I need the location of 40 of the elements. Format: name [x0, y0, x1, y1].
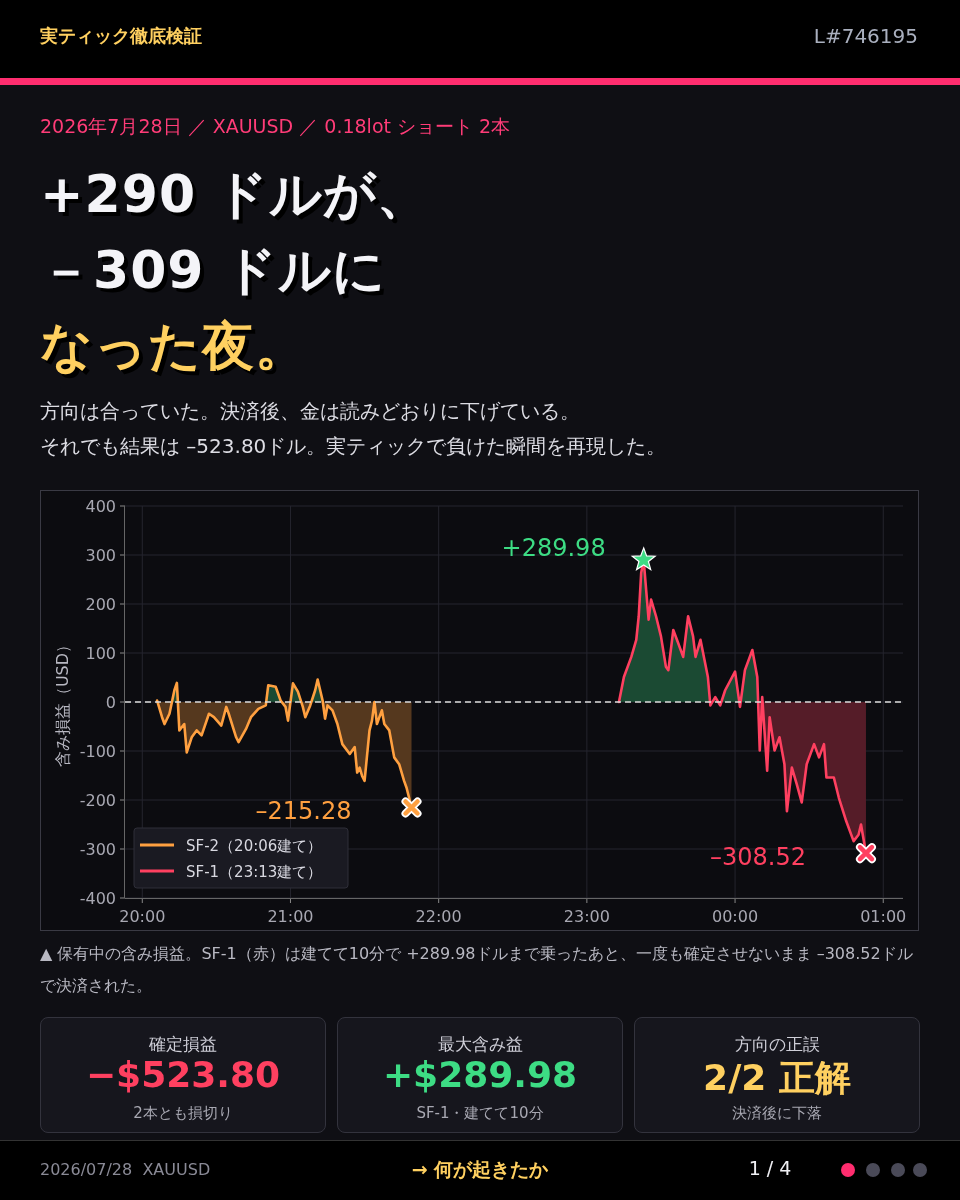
text: 2/2 正解: [702, 1056, 852, 1100]
y-tick-label: 100: [85, 644, 116, 663]
text: ▲ 保有中の含み損益。SF-1（赤）は建てて10分で +289.98ドルまで乗ったあと、一度も確定させないまま –308.52ドルで決済された。: [40, 943, 914, 997]
y-tick-label: -200: [79, 791, 116, 810]
text: L#746195: [813, 24, 918, 48]
legend-label: SF-1（23:13建て）: [186, 863, 323, 881]
text: 方向は合っていた。決済後、金は読みどおりに下げている。: [40, 398, 580, 425]
text: 実ティック徹底検証: [40, 24, 202, 48]
y-tick-label: 300: [85, 546, 116, 565]
x-tick-label: 00:00: [712, 907, 759, 926]
y-tick-label: 0: [105, 693, 116, 712]
y-tick-label: -100: [79, 742, 116, 761]
text: 最大含み益: [436, 1033, 524, 1056]
text: それでも結果は –523.80ドル。実ティックで負けた瞬間を再現した。: [40, 433, 667, 460]
y-tick-label: 400: [85, 497, 116, 516]
x-tick-label: 23:00: [563, 907, 610, 926]
text: 2本とも損切り: [132, 1104, 234, 1123]
text: 2026/07/28 XAUUSD: [40, 1160, 211, 1179]
text: → 何が起きたか: [410, 1157, 550, 1182]
text: 方向の正誤: [733, 1033, 821, 1056]
legend-label: SF-2（20:06建て）: [186, 837, 323, 855]
y-tick-label: -400: [79, 889, 116, 908]
x-tick-label: 22:00: [415, 907, 462, 926]
text: 1 / 4: [747, 1157, 793, 1179]
y-tick-label: 200: [85, 595, 116, 614]
annotation: –308.52: [709, 843, 806, 872]
text: SF-1・建てて10分: [415, 1104, 545, 1123]
y-tick-label: -300: [79, 840, 116, 859]
text: 確定損益: [148, 1033, 218, 1056]
annotation: –215.28: [255, 797, 352, 826]
x-tick-label: 20:00: [119, 907, 166, 926]
y-axis-title: 含み損益（USD）: [53, 636, 72, 768]
x-tick-label: 21:00: [267, 907, 314, 926]
text: +$289.98: [381, 1054, 579, 1095]
annotation: +289.98: [501, 533, 606, 562]
x-tick-label: 01:00: [860, 907, 907, 926]
text: −$523.80: [84, 1054, 282, 1095]
text: 決済後に下落: [731, 1104, 823, 1123]
chart-subtitle: 2026年7月28日 ／ XAUUSD ／ 0.18lot ショート 2本: [40, 114, 511, 139]
chart-title: +290 ドルが、－309 ドルになった夜。: [40, 163, 431, 378]
